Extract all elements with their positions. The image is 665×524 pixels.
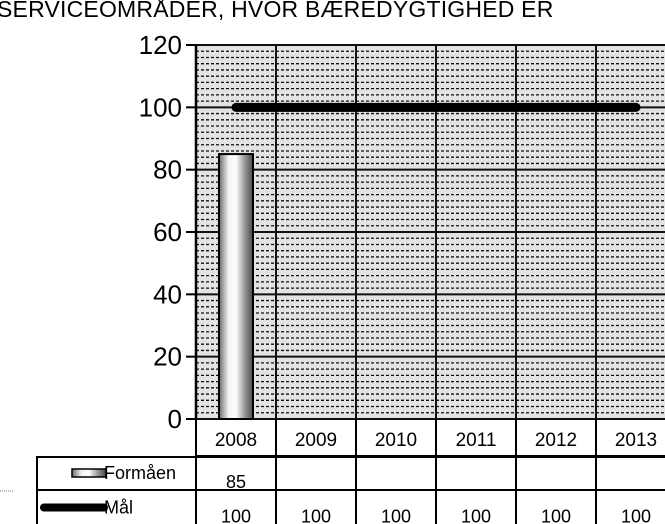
x-category-label: 2010 (375, 430, 417, 451)
x-category-label: 2009 (295, 430, 337, 451)
plot-area (195, 44, 665, 420)
x-category-label: 2011 (456, 430, 497, 451)
y-tick-label: 80 (153, 155, 182, 185)
chart-title: SERVICEOMRÅDER, HVOR BÆREDYGTIGHED ER (0, 0, 554, 22)
y-tick-label: 100 (139, 92, 182, 122)
x-category-label: 2012 (535, 430, 577, 451)
y-tick-label: 20 (153, 342, 182, 372)
data-label: 85 (226, 472, 246, 492)
legend-key-formaen (71, 468, 107, 478)
y-tick-label: 40 (153, 279, 182, 309)
y-tick-label: 120 (139, 30, 182, 60)
data-label: 100 (381, 507, 411, 524)
data-label: 100 (621, 507, 651, 524)
data-label: 100 (541, 507, 571, 524)
series-marks (218, 102, 641, 420)
data-label: 100 (301, 507, 331, 524)
data-label: 100 (461, 507, 491, 524)
y-axis: 0 20 40 60 80 100 120 (139, 30, 198, 434)
bar-formaen-2008 (218, 153, 254, 420)
x-category-label: 2008 (215, 430, 257, 451)
legend-label-formaen: Formåen (104, 463, 176, 483)
data-table: 2008 2009 2010 2011 2012 2013 Formåen 85 Mål 100 1… (0, 419, 665, 524)
y-tick-label: 0 (168, 404, 182, 434)
y-tick-label: 60 (153, 217, 182, 247)
x-category-label: 2013 (615, 430, 657, 451)
data-label: 100 (221, 507, 251, 524)
legend-label-maal: Mål (104, 498, 133, 518)
